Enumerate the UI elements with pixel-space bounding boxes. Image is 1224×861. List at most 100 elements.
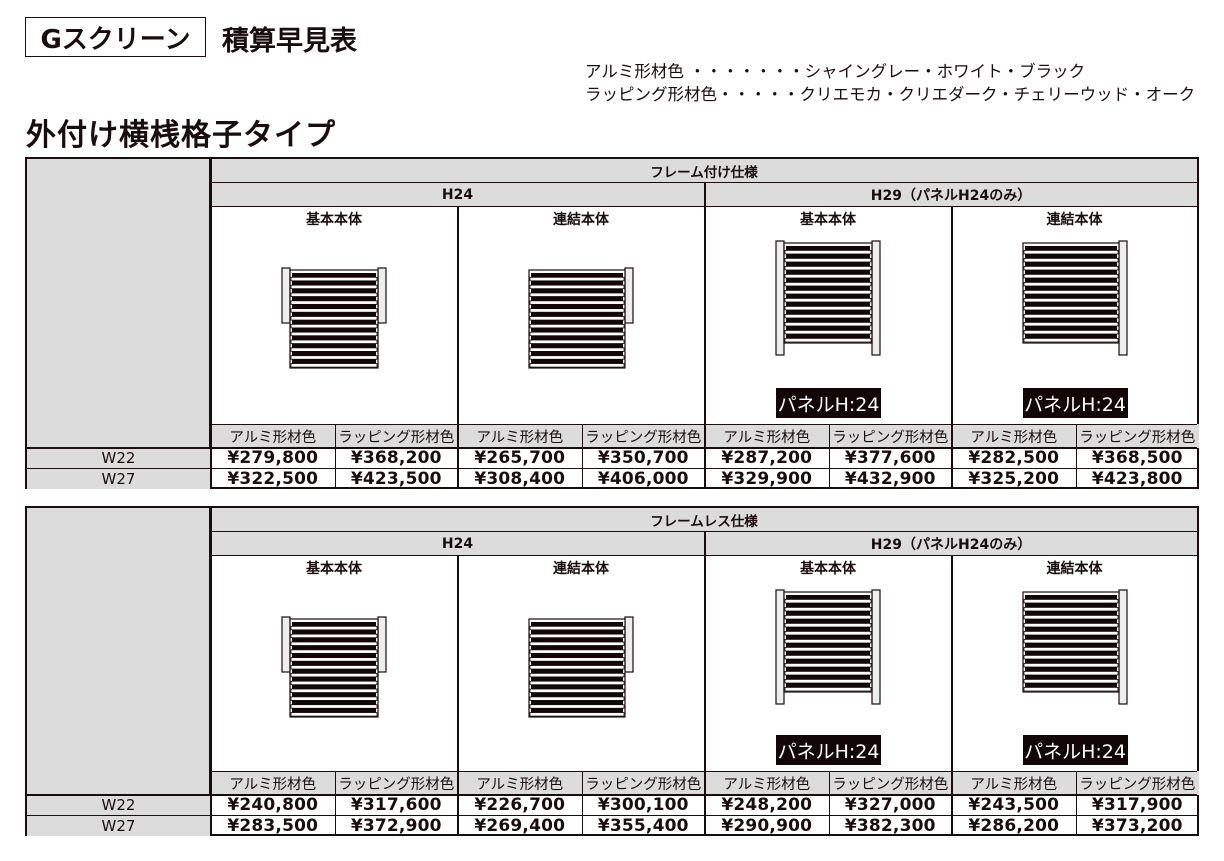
divider (1075, 771, 1077, 836)
connected-fence-illustration-icon (1021, 240, 1128, 356)
price-cell: ¥350,700 (597, 448, 689, 468)
divider (704, 532, 706, 836)
price-cell: ¥283,500 (227, 816, 319, 836)
divider (951, 556, 953, 836)
price-cell: ¥327,000 (844, 795, 936, 815)
divider (581, 771, 583, 836)
section-title: 外付け横桟格子タイプ (26, 118, 336, 153)
color-header-wrapping: ラッピング形材色 (1075, 771, 1199, 795)
divider (704, 183, 706, 489)
price-cell: ¥423,800 (1091, 469, 1183, 489)
connected-fence-illustration-icon (1021, 589, 1128, 705)
divider (457, 207, 459, 489)
color-header-wrapping: ラッピング形材色 (334, 771, 458, 795)
price-cell: ¥286,200 (968, 816, 1060, 836)
spec-header: フレーム付け仕様 (211, 159, 1197, 183)
panel-height-badge: パネルH:24 (1022, 388, 1128, 418)
basic-fence-illustration-icon (775, 589, 881, 705)
divider (27, 815, 1197, 816)
price-cell: ¥368,200 (350, 448, 442, 468)
color-header-alumi: アルミ形材色 (458, 424, 582, 448)
price-cell: ¥325,200 (968, 469, 1060, 489)
width-row-label: W22 (27, 448, 210, 468)
divider (334, 424, 336, 489)
divider (581, 424, 583, 489)
divider (457, 556, 459, 836)
block-name-connected: 連結本体 (1046, 561, 1103, 577)
color-header-alumi: アルミ形材色 (952, 424, 1076, 448)
width-row-label: W22 (27, 795, 210, 815)
color-header-alumi: アルミ形材色 (211, 771, 335, 795)
divider (334, 771, 336, 836)
color-header-wrapping: ラッピング形材色 (1075, 424, 1199, 448)
group-header-h29: H29（パネルH24のみ） (705, 183, 1197, 207)
price-cell: ¥317,600 (350, 795, 442, 815)
legend-alumi: アルミ形材色 ・・・・・・・シャイングレー・ホワイト・ブラック (585, 62, 1086, 81)
panel-height-badge: パネルH:24 (776, 735, 881, 765)
price-cell: ¥368,500 (1091, 448, 1183, 468)
price-cell: ¥406,000 (597, 469, 689, 489)
row-header-blank (27, 508, 210, 795)
price-cell: ¥382,300 (844, 816, 936, 836)
price-cell: ¥240,800 (227, 795, 319, 815)
price-cell: ¥329,900 (721, 469, 813, 489)
divider (211, 424, 1197, 425)
price-cell: ¥282,500 (968, 448, 1060, 468)
color-header-alumi: アルミ形材色 (952, 771, 1076, 795)
width-row-label: W27 (27, 469, 210, 489)
price-cell: ¥355,400 (597, 816, 689, 836)
color-header-alumi: アルミ形材色 (705, 771, 829, 795)
block-name-basic: 基本本体 (800, 212, 856, 228)
divider (210, 508, 212, 836)
divider (211, 771, 1197, 772)
price-cell: ¥226,700 (474, 795, 566, 815)
divider (27, 468, 1197, 469)
color-header-alumi: アルミ形材色 (458, 771, 582, 795)
connected-fence-illustration-icon (528, 267, 634, 369)
price-cell: ¥243,500 (968, 795, 1060, 815)
width-row-label: W27 (27, 816, 210, 836)
divider (27, 447, 1197, 449)
divider (27, 794, 1197, 796)
price-cell: ¥432,900 (844, 469, 936, 489)
color-header-wrapping: ラッピング形材色 (828, 771, 952, 795)
divider (828, 424, 830, 489)
document-title: 積算早見表 (222, 26, 357, 57)
block-name-basic: 基本本体 (306, 212, 362, 228)
price-cell: ¥287,200 (721, 448, 813, 468)
legend-wrapping: ラッピング形材色・・・・・クリエモカ・クリエダーク・チェリーウッド・オーク (585, 85, 1196, 104)
group-header-h24: H24 (211, 183, 704, 207)
group-header-h29: H29（パネルH24のみ） (705, 532, 1197, 556)
price-cell: ¥308,400 (474, 469, 566, 489)
color-header-wrapping: ラッピング形材色 (828, 424, 952, 448)
price-cell: ¥265,700 (474, 448, 566, 468)
panel-height-badge: パネルH:24 (776, 388, 881, 418)
price-cell: ¥248,200 (721, 795, 813, 815)
color-header-wrapping: ラッピング形材色 (581, 424, 705, 448)
price-cell: ¥372,900 (350, 816, 442, 836)
price-cell: ¥290,900 (721, 816, 813, 836)
block-name-connected: 連結本体 (553, 212, 609, 228)
color-header-wrapping: ラッピング形材色 (334, 424, 458, 448)
frameless-spec-table: フレームレス仕様 H24 基本本体 連結本体 H29（パネルH24のみ） 基本本体 パネルH… (25, 506, 1199, 836)
connected-fence-illustration-icon (528, 616, 634, 718)
spec-header: フレームレス仕様 (211, 508, 1197, 532)
divider (1075, 424, 1077, 489)
price-cell: ¥279,800 (227, 448, 319, 468)
price-cell: ¥373,200 (1091, 816, 1183, 836)
price-cell: ¥377,600 (844, 448, 936, 468)
color-header-wrapping: ラッピング形材色 (581, 771, 705, 795)
price-cell: ¥322,500 (227, 469, 319, 489)
price-cell: ¥269,400 (474, 816, 566, 836)
block-name-connected: 連結本体 (553, 561, 609, 577)
color-header-alumi: アルミ形材色 (211, 424, 335, 448)
color-header-alumi: アルミ形材色 (705, 424, 829, 448)
basic-fence-illustration-icon (281, 616, 387, 718)
color-legend: アルミ形材色 ・・・・・・・シャイングレー・ホワイト・ブラック ラッピング形材色… (585, 60, 1195, 106)
block-name-basic: 基本本体 (800, 561, 856, 577)
group-header-h24: H24 (211, 532, 704, 556)
divider (951, 207, 953, 489)
price-cell: ¥300,100 (597, 795, 689, 815)
divider (828, 771, 830, 836)
price-cell: ¥423,500 (350, 469, 442, 489)
